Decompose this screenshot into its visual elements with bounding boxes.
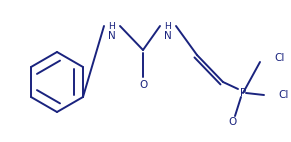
Text: O: O xyxy=(139,80,147,90)
Text: Cl: Cl xyxy=(274,53,284,63)
Text: N: N xyxy=(108,31,116,41)
Text: H: H xyxy=(109,21,116,31)
Text: N: N xyxy=(164,31,172,41)
Text: P: P xyxy=(240,88,246,98)
Text: H: H xyxy=(165,21,171,31)
Text: O: O xyxy=(228,117,236,127)
Text: Cl: Cl xyxy=(278,90,288,100)
